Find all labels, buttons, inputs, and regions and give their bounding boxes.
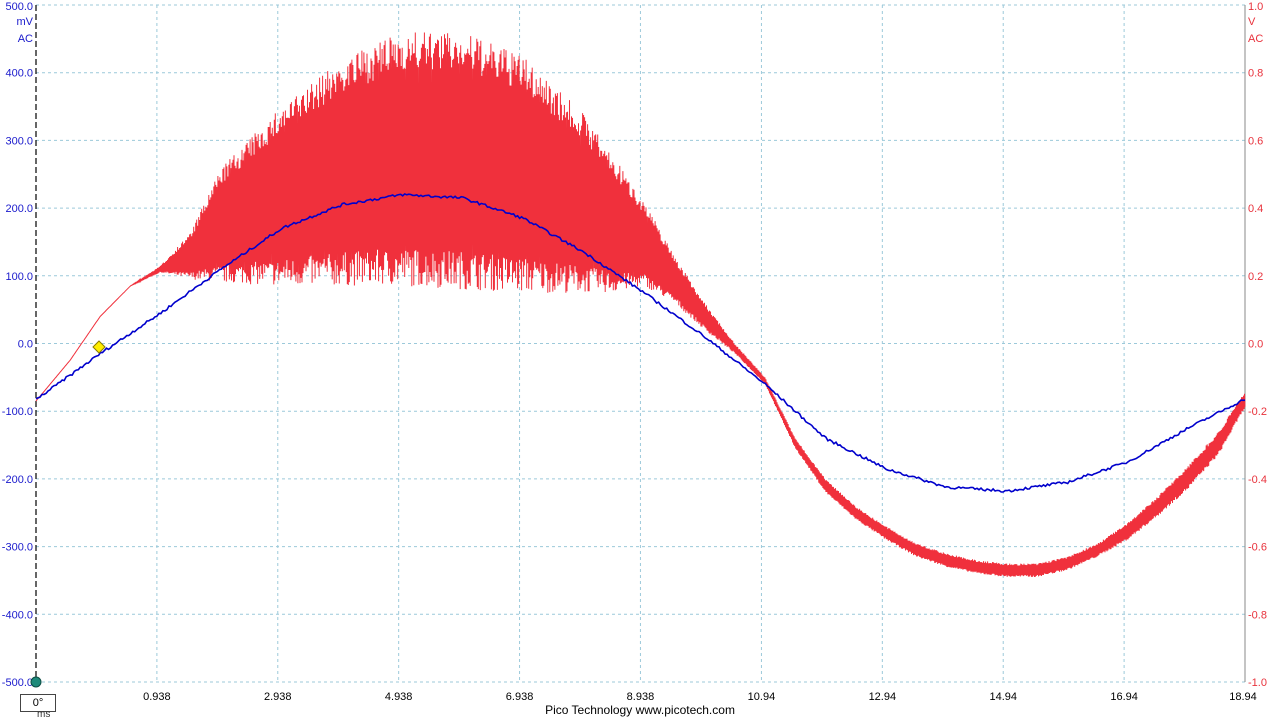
left-tick-label: -200.0 xyxy=(2,474,33,486)
right-tick-label: 0.2 xyxy=(1248,271,1263,283)
right-tick-label: -0.2 xyxy=(1248,406,1267,418)
left-tick-label: 300.0 xyxy=(5,135,33,147)
series-left-trace xyxy=(35,192,1246,493)
left-tick-label: 200.0 xyxy=(5,203,33,215)
x-tick-label: 10.94 xyxy=(748,691,776,703)
right-tick-label: 1.0 xyxy=(1248,1,1263,13)
series-right-trace xyxy=(35,32,1246,578)
right-tick-label: -0.4 xyxy=(1248,474,1267,486)
right-coupling-label: AC xyxy=(1248,33,1263,45)
trigger-position-box[interactable]: 0° xyxy=(20,694,56,712)
x-axis-unit: ms xyxy=(37,709,51,720)
left-tick-label: 100.0 xyxy=(5,271,33,283)
x-tick-label: 8.938 xyxy=(627,691,655,703)
x-tick-label: 12.94 xyxy=(869,691,897,703)
left-tick-label: -400.0 xyxy=(2,609,33,621)
left-axis-ticks: 500.0 400.0 300.0 200.0 100.0 0.0 -100.0 -200.0… xyxy=(2,1,33,689)
grid-lines xyxy=(35,4,1246,683)
left-tick-label: 0.0 xyxy=(18,339,33,351)
left-tick-label: 500.0 xyxy=(5,1,33,13)
trigger-marker[interactable] xyxy=(92,340,106,354)
x-tick-label: 0.938 xyxy=(143,691,171,703)
ruler-handle[interactable] xyxy=(30,676,42,688)
right-unit-label: V xyxy=(1248,16,1256,28)
x-tick-label: 18.94 xyxy=(1229,691,1257,703)
x-axis-ticks: 0.938 2.938 4.938 6.938 8.938 10.94 12.94 14.94… xyxy=(143,691,1257,703)
footer-text: Pico Technology www.picotech.com xyxy=(545,703,735,717)
right-tick-label: -1.0 xyxy=(1248,677,1267,689)
right-tick-label: 0.0 xyxy=(1248,339,1263,351)
right-tick-label: -0.6 xyxy=(1248,542,1267,554)
x-tick-label: 14.94 xyxy=(989,691,1017,703)
left-coupling-label: AC xyxy=(18,33,33,45)
x-tick-label: 6.938 xyxy=(506,691,534,703)
right-tick-label: 0.6 xyxy=(1248,135,1263,147)
x-tick-label: 2.938 xyxy=(264,691,292,703)
left-tick-label: -300.0 xyxy=(2,542,33,554)
left-tick-label: -100.0 xyxy=(2,406,33,418)
x-tick-label: 4.938 xyxy=(385,691,413,703)
right-tick-label: -0.8 xyxy=(1248,609,1267,621)
right-tick-label: 0.4 xyxy=(1248,203,1263,215)
left-tick-label: 400.0 xyxy=(5,68,33,80)
left-unit-label: mV xyxy=(17,16,34,28)
right-axis-ticks: 1.0 0.8 0.6 0.4 0.2 0.0 -0.2 -0.4 -0.6 -0.8 -1.0 xyxy=(1248,1,1267,689)
traces xyxy=(35,32,1246,578)
right-tick-label: 0.8 xyxy=(1248,68,1263,80)
x-tick-label: 16.94 xyxy=(1110,691,1138,703)
left-tick-label: -500.0 xyxy=(2,677,33,689)
